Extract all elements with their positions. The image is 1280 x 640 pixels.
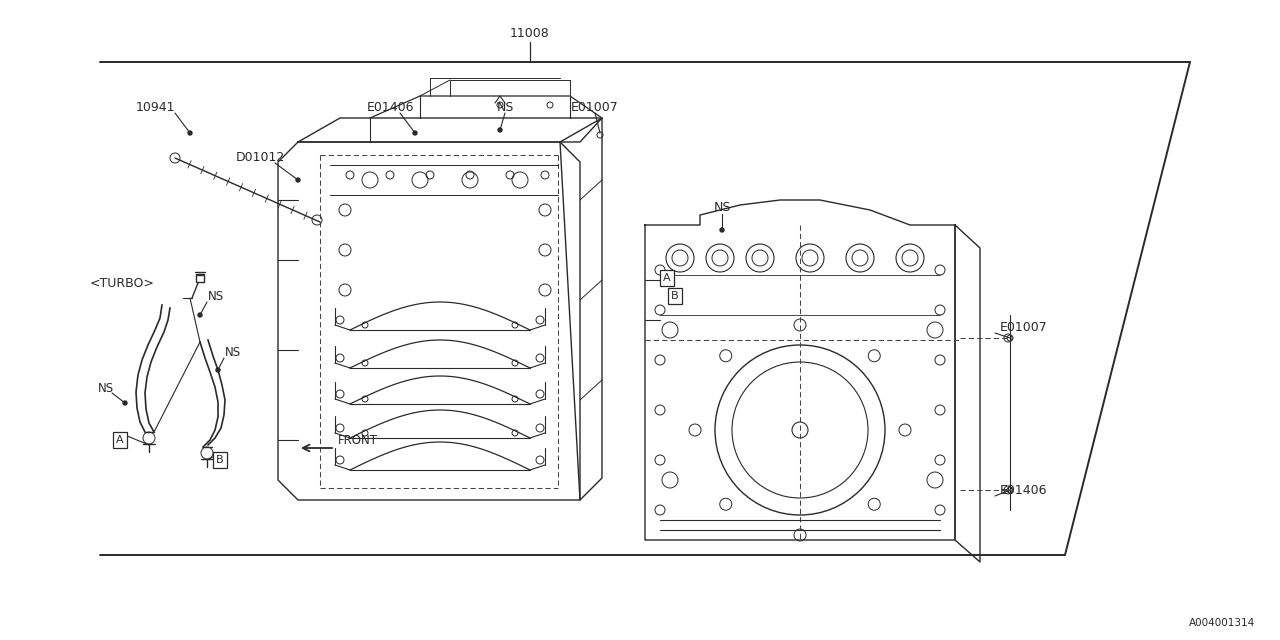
Circle shape [188, 131, 192, 135]
Text: 10941: 10941 [136, 100, 175, 113]
Text: NS: NS [99, 381, 114, 394]
Text: E01406: E01406 [1000, 483, 1047, 497]
Circle shape [719, 228, 724, 232]
Text: FRONT: FRONT [338, 433, 378, 447]
Text: E01007: E01007 [571, 100, 618, 113]
Text: B: B [671, 291, 678, 301]
Text: NS: NS [225, 346, 241, 358]
Text: B: B [216, 455, 224, 465]
Circle shape [198, 313, 202, 317]
Circle shape [413, 131, 417, 135]
Text: A: A [663, 273, 671, 283]
Circle shape [216, 368, 220, 372]
Text: E01007: E01007 [1000, 321, 1048, 333]
Text: 11008: 11008 [511, 26, 550, 40]
Text: NS: NS [497, 100, 513, 113]
Text: D01012: D01012 [236, 150, 284, 163]
Text: E01406: E01406 [366, 100, 413, 113]
Circle shape [296, 178, 300, 182]
Circle shape [498, 128, 502, 132]
Text: NS: NS [209, 289, 224, 303]
Text: <TURBO>: <TURBO> [90, 276, 155, 289]
Circle shape [123, 401, 127, 405]
Text: A004001314: A004001314 [1189, 618, 1254, 628]
Text: NS: NS [713, 200, 731, 214]
Text: A: A [116, 435, 124, 445]
